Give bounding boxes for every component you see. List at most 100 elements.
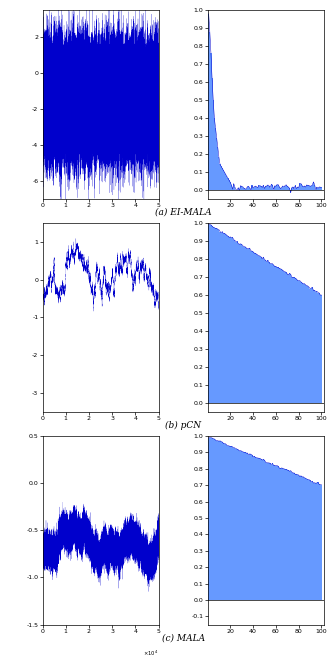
Bar xyxy=(215,229,216,403)
Bar xyxy=(266,463,267,600)
Bar xyxy=(222,169,223,189)
Bar xyxy=(239,451,240,600)
Bar xyxy=(290,274,291,403)
Bar xyxy=(284,469,285,600)
Bar xyxy=(247,249,248,403)
Bar xyxy=(259,185,261,189)
Bar xyxy=(261,187,262,189)
Bar xyxy=(271,185,272,189)
Bar xyxy=(274,266,275,403)
Bar xyxy=(314,290,315,403)
Bar xyxy=(258,185,259,189)
Bar xyxy=(259,256,261,403)
Bar xyxy=(263,185,264,189)
Bar xyxy=(238,188,239,189)
Bar xyxy=(297,475,298,600)
Bar xyxy=(256,254,257,403)
Bar xyxy=(270,464,271,600)
Bar xyxy=(229,181,230,189)
Bar xyxy=(281,468,282,600)
Bar xyxy=(213,100,214,189)
Bar xyxy=(296,474,297,600)
Bar xyxy=(313,182,314,189)
Bar xyxy=(222,442,223,600)
Bar xyxy=(257,188,258,189)
Bar xyxy=(265,186,266,189)
Bar xyxy=(318,484,320,600)
Bar xyxy=(241,244,242,403)
Bar xyxy=(242,187,243,189)
Bar xyxy=(212,226,213,403)
Bar xyxy=(273,265,274,403)
Bar xyxy=(280,468,281,600)
Bar xyxy=(241,187,242,189)
Bar xyxy=(243,188,245,189)
Bar xyxy=(287,470,288,600)
Bar xyxy=(321,187,322,189)
Bar xyxy=(284,186,285,189)
Bar xyxy=(240,451,241,600)
Bar xyxy=(235,448,236,600)
Bar xyxy=(259,458,261,600)
Bar xyxy=(216,441,217,600)
Text: (b) pCN: (b) pCN xyxy=(165,420,201,429)
Bar xyxy=(295,278,296,403)
Bar xyxy=(216,138,217,189)
Bar xyxy=(266,262,267,403)
Bar xyxy=(288,470,289,600)
Bar xyxy=(289,471,290,600)
Bar xyxy=(283,187,284,189)
Bar xyxy=(210,438,212,600)
Bar xyxy=(221,167,222,189)
Bar xyxy=(221,442,222,600)
Bar xyxy=(316,187,318,189)
Bar xyxy=(320,295,321,403)
Bar xyxy=(276,268,278,403)
Bar xyxy=(214,227,215,403)
Bar xyxy=(210,225,212,403)
Bar xyxy=(311,482,312,600)
Bar xyxy=(228,179,229,189)
Bar xyxy=(316,483,318,600)
Bar xyxy=(292,473,294,600)
Bar xyxy=(208,438,209,600)
Bar xyxy=(209,438,210,600)
Bar xyxy=(230,183,231,189)
Bar xyxy=(308,480,309,600)
Bar xyxy=(305,187,306,189)
Bar xyxy=(258,458,259,600)
Bar xyxy=(318,187,320,189)
Bar xyxy=(228,446,229,600)
Bar xyxy=(242,246,243,403)
Bar xyxy=(262,259,263,403)
Bar xyxy=(280,269,281,403)
Bar xyxy=(209,225,210,403)
Bar xyxy=(239,189,240,191)
Bar xyxy=(208,13,209,189)
Bar xyxy=(312,481,313,600)
Bar xyxy=(313,483,314,600)
Bar xyxy=(248,455,249,600)
Bar xyxy=(308,287,309,403)
Bar xyxy=(307,480,308,600)
Bar xyxy=(279,187,280,189)
Bar xyxy=(231,446,232,600)
Bar xyxy=(299,476,301,600)
Bar xyxy=(307,185,308,189)
Bar xyxy=(273,465,274,600)
Bar xyxy=(229,237,230,403)
Bar xyxy=(247,187,248,189)
Bar xyxy=(255,186,256,189)
Bar xyxy=(267,463,268,600)
Bar xyxy=(254,253,255,403)
Bar xyxy=(281,270,282,403)
Bar xyxy=(217,229,218,403)
Bar xyxy=(238,450,239,600)
Bar xyxy=(225,175,226,189)
Bar xyxy=(305,285,306,403)
Bar xyxy=(287,187,288,189)
Text: $\times10^4$: $\times10^4$ xyxy=(144,649,159,658)
Bar xyxy=(292,187,294,189)
Bar xyxy=(278,466,279,600)
Bar xyxy=(251,185,252,189)
